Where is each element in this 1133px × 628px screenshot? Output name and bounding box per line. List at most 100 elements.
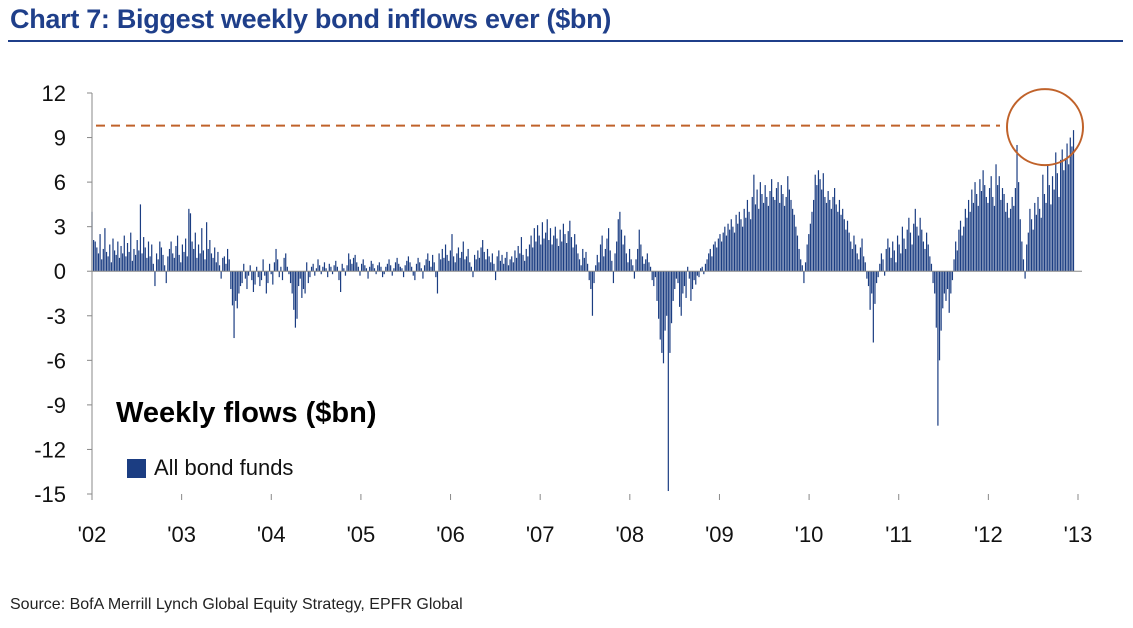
bar bbox=[620, 229, 623, 272]
bar bbox=[1005, 211, 1007, 272]
bar bbox=[680, 271, 682, 316]
bar bbox=[963, 226, 965, 272]
bar bbox=[330, 266, 332, 272]
bar bbox=[685, 271, 687, 298]
bar bbox=[998, 176, 1000, 272]
bar bbox=[756, 189, 758, 272]
x-tick-label: '10 bbox=[795, 522, 824, 547]
bar bbox=[748, 211, 750, 272]
bar bbox=[147, 241, 150, 272]
bar bbox=[988, 188, 991, 272]
bar bbox=[585, 251, 587, 272]
bar bbox=[598, 262, 600, 272]
bar bbox=[417, 257, 419, 272]
bar bbox=[934, 271, 936, 294]
bar bbox=[754, 204, 757, 272]
x-tick-label: '03 bbox=[167, 522, 196, 547]
bar bbox=[383, 271, 385, 275]
bar bbox=[262, 259, 264, 272]
bar bbox=[604, 248, 606, 272]
bar bbox=[189, 213, 192, 272]
bar bbox=[908, 217, 910, 272]
bar bbox=[239, 271, 242, 287]
bar bbox=[990, 176, 992, 272]
bar bbox=[194, 232, 196, 272]
bar bbox=[869, 271, 871, 310]
bar bbox=[591, 271, 594, 316]
bar bbox=[294, 271, 297, 328]
bar bbox=[349, 259, 351, 272]
bar bbox=[661, 271, 663, 353]
bar bbox=[356, 262, 358, 272]
x-ticks-group: '02 '03 '04 '05 '06 '07 '08 '09 '10 '11 '12 '13 bbox=[78, 494, 1092, 547]
bar bbox=[409, 262, 411, 272]
bar bbox=[160, 247, 163, 272]
bar bbox=[859, 247, 862, 272]
bar bbox=[771, 179, 773, 272]
bar bbox=[465, 256, 468, 272]
bar bbox=[101, 259, 103, 272]
bar bbox=[220, 271, 222, 279]
bar bbox=[176, 235, 179, 272]
bar bbox=[530, 235, 532, 272]
bar bbox=[1040, 217, 1042, 272]
bar bbox=[1018, 182, 1020, 272]
bar bbox=[230, 271, 232, 290]
source-note: Source: BofA Merrill Lynch Global Equity… bbox=[10, 596, 463, 613]
bar bbox=[638, 229, 640, 272]
bar bbox=[643, 263, 645, 272]
bar bbox=[803, 271, 805, 284]
bar bbox=[352, 257, 355, 272]
bar bbox=[740, 219, 742, 272]
bar bbox=[469, 262, 471, 272]
bar bbox=[850, 241, 852, 272]
bar bbox=[117, 241, 119, 272]
bar bbox=[325, 268, 327, 272]
bar bbox=[122, 253, 124, 272]
bar bbox=[152, 263, 154, 272]
bar bbox=[603, 256, 605, 272]
bar bbox=[312, 263, 314, 272]
bar bbox=[474, 254, 476, 272]
bar bbox=[143, 237, 145, 272]
bar bbox=[1019, 219, 1021, 272]
bar bbox=[246, 271, 248, 290]
bar bbox=[766, 196, 768, 272]
bar bbox=[945, 271, 947, 301]
bar bbox=[155, 253, 158, 272]
bar bbox=[506, 251, 508, 272]
bar bbox=[817, 170, 820, 272]
bar bbox=[796, 235, 799, 272]
bar bbox=[228, 259, 230, 272]
bar bbox=[277, 259, 279, 272]
bar bbox=[351, 263, 353, 272]
bar bbox=[256, 266, 258, 272]
bar bbox=[257, 271, 259, 278]
bar bbox=[354, 254, 356, 272]
bar bbox=[575, 244, 577, 272]
x-tick-label: '04 bbox=[257, 522, 286, 547]
bar bbox=[947, 271, 949, 290]
bar bbox=[444, 244, 447, 272]
bar bbox=[1009, 208, 1012, 272]
bar bbox=[892, 241, 894, 272]
bar bbox=[830, 208, 832, 272]
bar bbox=[566, 243, 568, 272]
bar bbox=[105, 251, 108, 272]
bar bbox=[932, 271, 934, 284]
bar bbox=[538, 235, 540, 272]
bar bbox=[333, 265, 335, 272]
bar bbox=[331, 271, 334, 275]
bar bbox=[1014, 188, 1016, 272]
y-tick-label: -15 bbox=[34, 482, 66, 507]
bar bbox=[396, 257, 398, 272]
bar bbox=[398, 263, 400, 272]
bar bbox=[664, 271, 666, 331]
bar bbox=[419, 262, 421, 272]
bar bbox=[259, 271, 261, 287]
bar bbox=[691, 271, 694, 290]
bar bbox=[173, 257, 175, 272]
bar bbox=[254, 271, 256, 285]
bar bbox=[814, 174, 816, 272]
bar bbox=[180, 262, 182, 272]
